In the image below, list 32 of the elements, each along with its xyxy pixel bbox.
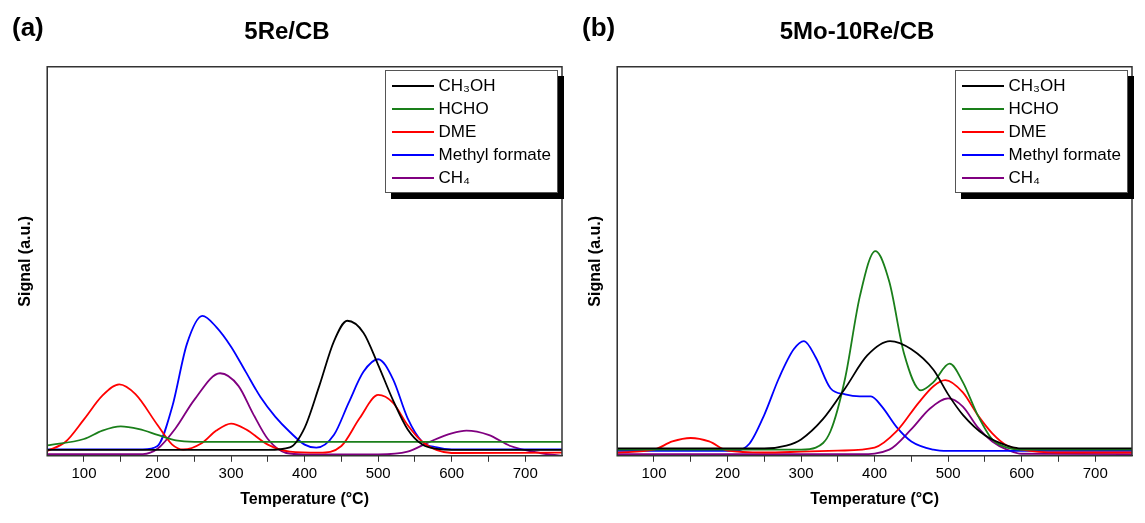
legend-label: CH₄: [438, 167, 471, 188]
y-axis-title: Signal (a.u.): [586, 215, 604, 307]
x-tick-label: 300: [218, 463, 244, 481]
x-tick-label: 100: [71, 463, 97, 481]
legend-label: HCHO: [438, 98, 489, 119]
x-tick-label: 200: [715, 463, 741, 481]
y-axis-title: Signal (a.u.): [16, 215, 34, 307]
x-axis-title: Temperature (°C): [810, 489, 939, 507]
x-axis-title: Temperature (°C): [240, 489, 369, 507]
legend-label: HCHO: [1008, 98, 1059, 119]
x-tick-label: 700: [1082, 463, 1108, 481]
x-tick-label: 200: [145, 463, 171, 481]
chart-title: 5Re/CB: [244, 17, 330, 45]
x-tick-label: 600: [1009, 463, 1035, 481]
text: (a): [12, 12, 44, 43]
x-tick-label: 300: [788, 463, 814, 481]
x-tick-label: 100: [641, 463, 667, 481]
x-tick-label: 500: [365, 463, 391, 481]
x-tick-label: 500: [935, 463, 961, 481]
legend-label: CH₄: [1008, 167, 1041, 188]
x-tick-label: 400: [862, 463, 888, 481]
legend-label: CH₃OH: [438, 75, 496, 96]
x-tick-label: 600: [439, 463, 465, 481]
chart-title: 5Mo-10Re/CB: [779, 17, 935, 45]
legend-label: DME: [1008, 121, 1047, 142]
x-tick-label: 400: [292, 463, 318, 481]
legend-label: DME: [438, 121, 477, 142]
legend-label: Methyl formate: [438, 144, 551, 165]
text: (b): [582, 12, 616, 43]
legend-label: CH₃OH: [1008, 75, 1066, 96]
x-tick-label: 700: [512, 463, 538, 481]
legend-label: Methyl formate: [1008, 144, 1121, 165]
